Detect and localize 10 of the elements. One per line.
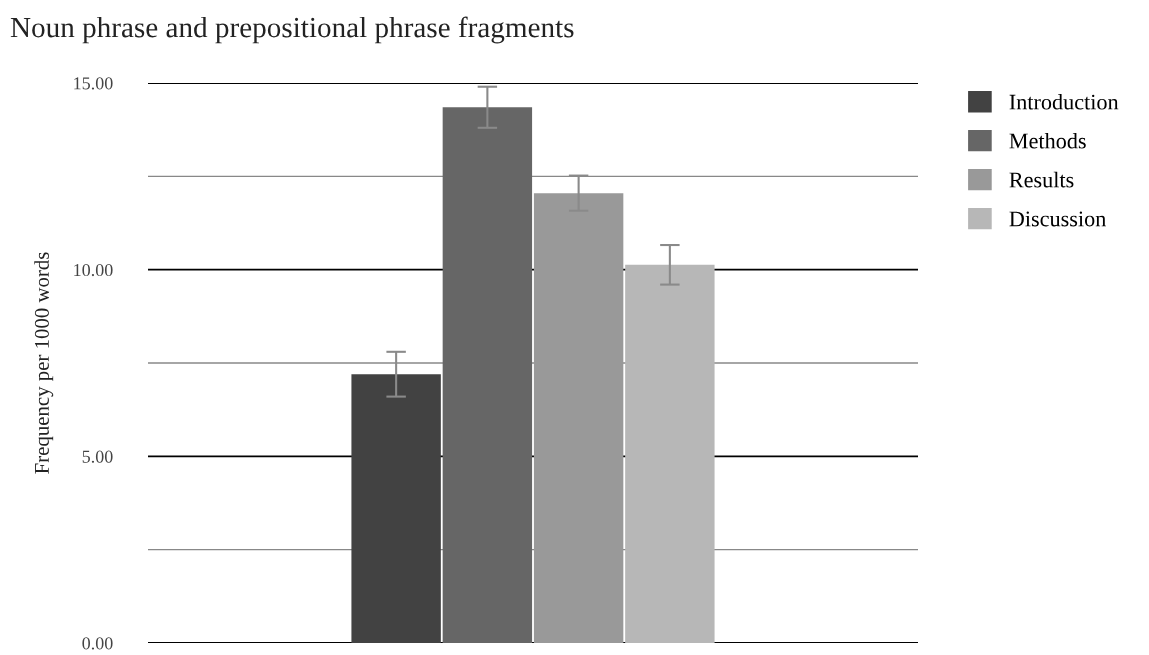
legend-label: Introduction [1009, 93, 1119, 110]
legend-label: Methods [1009, 132, 1086, 149]
legend-label: Discussion [1009, 211, 1106, 227]
y-axis-title: Frequency per 1000 words [34, 252, 54, 474]
y-tick-label: 5.00 [82, 450, 113, 463]
y-tick-label: 15.00 [74, 77, 113, 90]
chart-title: Noun phrase and prepositional phrase fragments [10, 16, 574, 44]
y-tick-label: 0.00 [82, 637, 113, 650]
legend-label: Results [1009, 171, 1074, 188]
y-tick-label: 10.00 [74, 263, 113, 277]
